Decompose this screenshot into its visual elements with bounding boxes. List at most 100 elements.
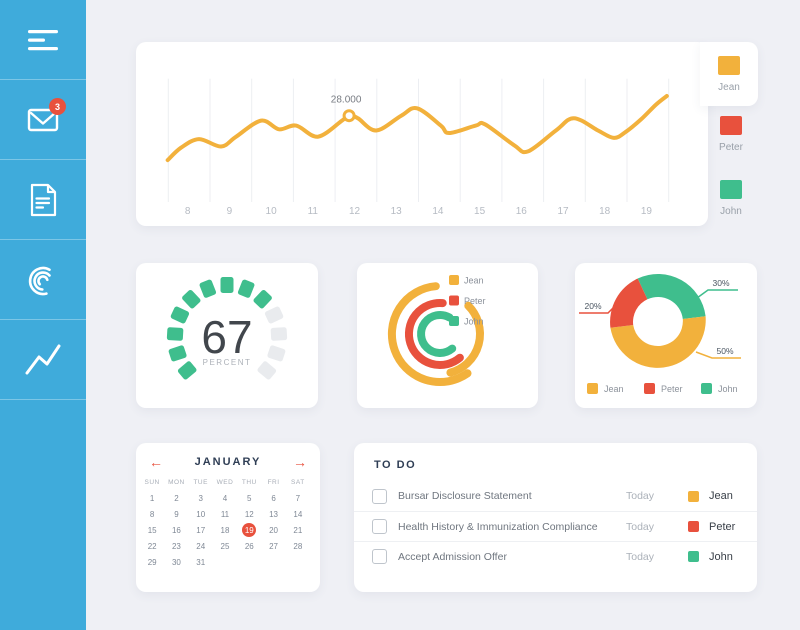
donut-slice-john[interactable] [637, 274, 706, 319]
calendar-day-27[interactable]: 27 [269, 541, 279, 551]
john-swatch [688, 551, 699, 562]
calendar-day-18[interactable]: 18 [220, 525, 230, 535]
legend-label-john: John [720, 206, 742, 217]
calendar-day-30[interactable]: 30 [171, 557, 181, 567]
john-swatch[interactable] [701, 383, 712, 394]
calendar-day-15[interactable]: 15 [147, 525, 157, 535]
jean-swatch [718, 55, 740, 75]
activity-line-chart-card: 8 9 10 11 12 13 14 15 16 17 18 19 28.000 [136, 42, 708, 226]
calendar-day-8[interactable]: 8 [149, 509, 155, 519]
x-tick-label: 19 [641, 206, 653, 217]
document-icon [30, 183, 57, 216]
legend-label-peter: Peter [719, 142, 743, 153]
legend-label-jean: Jean [604, 384, 624, 394]
calendar-day-31[interactable]: 31 [196, 557, 206, 567]
legend-label-jean: Jean [718, 81, 740, 93]
legend-item-peter[interactable]: Peter [704, 116, 758, 153]
line-chart-icon [25, 344, 61, 374]
calendar-day-5[interactable]: 5 [247, 493, 252, 503]
calendar-day-10[interactable]: 10 [196, 509, 206, 519]
arcs-logo-icon [28, 266, 51, 295]
todo-checkbox[interactable] [372, 488, 387, 504]
john-swatch[interactable] [449, 316, 459, 326]
legend-item-jean[interactable]: Jean [700, 42, 758, 106]
legend-label-peter: Peter [661, 384, 683, 394]
x-tick-label: 16 [516, 206, 528, 217]
data-point-marker[interactable] [342, 109, 356, 123]
sidebar-item-analytics[interactable] [0, 320, 86, 400]
radial-arcs-card: Jean Peter John [357, 263, 538, 408]
calendar-card: ← JANUARY → SUN MON TUE WED THU FRI SAT 1 2 3 4 5 6 7… [136, 443, 320, 592]
x-tick-label: 15 [474, 206, 486, 217]
calendar-day-9[interactable]: 9 [174, 509, 179, 519]
slice-percent-label: 20% [584, 301, 601, 311]
calendar-month-title: JANUARY [194, 456, 262, 468]
menu-icon [28, 29, 58, 50]
leader-line [696, 289, 738, 299]
todo-assignee-label: Jean [709, 490, 733, 502]
sidebar-item-reports[interactable] [0, 240, 86, 320]
activity-line-chart: 8 9 10 11 12 13 14 15 16 17 18 19 28.000 [165, 78, 670, 217]
calendar-day-19[interactable]: 19 [237, 522, 261, 538]
calendar-day-21[interactable]: 21 [293, 525, 303, 535]
calendar-day-11[interactable]: 11 [220, 509, 230, 519]
todo-due-label: Today [626, 550, 655, 563]
x-tick-label: 12 [349, 206, 361, 217]
gauge-segment [220, 277, 234, 293]
todo-task-label: Health History & Immunization Compliance [398, 520, 598, 533]
todo-row: Accept Admission Offer Today John [354, 541, 757, 571]
donut-slice-peter[interactable] [610, 278, 648, 328]
share-donut-chart: 30% 50% 20% Jean Peter John [579, 274, 741, 394]
jean-swatch[interactable] [587, 383, 598, 394]
calendar-day-16[interactable]: 16 [171, 525, 181, 535]
calendar-day-4[interactable]: 4 [222, 493, 228, 503]
calendar-day-22[interactable]: 22 [147, 541, 157, 551]
radial-arc-jean [446, 301, 484, 377]
calendar-day-25[interactable]: 25 [220, 541, 230, 551]
todo-row: Bursar Disclosure Statement Today Jean [354, 481, 757, 511]
leader-line [579, 305, 616, 314]
calendar-grid: SUN MON TUE WED THU FRI SAT 1 2 3 4 5 6 7 8 9 10 11 12 13 14… [136, 468, 320, 570]
calendar-day-28[interactable]: 28 [293, 541, 303, 551]
gauge-segment [237, 279, 255, 298]
sidebar-item-menu[interactable] [0, 0, 86, 80]
calendar-day-17[interactable]: 17 [196, 525, 206, 535]
todo-checkbox[interactable] [372, 549, 387, 564]
calendar-day-2[interactable]: 2 [174, 493, 179, 503]
calendar-day-3[interactable]: 3 [198, 493, 203, 503]
calendar-day-20[interactable]: 20 [269, 525, 279, 535]
gauge-segment [170, 306, 190, 324]
legend-label-john: John [464, 317, 484, 327]
calendar-day-13[interactable]: 13 [269, 509, 279, 519]
calendar-day-12[interactable]: 12 [244, 509, 254, 519]
jean-swatch[interactable] [449, 275, 459, 285]
calendar-day-24[interactable]: 24 [196, 541, 206, 551]
x-tick-label: 11 [308, 206, 319, 217]
calendar-day-14[interactable]: 14 [293, 509, 303, 519]
percent-gauge-card: 67 PERCENT [136, 263, 318, 408]
gauge-segment [253, 289, 272, 309]
calendar-day-6[interactable]: 6 [271, 493, 276, 503]
legend-item-john[interactable]: John [704, 180, 758, 217]
calendar-prev-button[interactable]: ← [149, 454, 163, 470]
sidebar-item-documents[interactable] [0, 160, 86, 240]
calendar-day-23[interactable]: 23 [171, 541, 181, 551]
peter-swatch[interactable] [449, 295, 459, 306]
gauge-segment [257, 361, 277, 380]
todo-due-label: Today [626, 520, 655, 533]
todo-checkbox[interactable] [372, 519, 387, 534]
calendar-day-7[interactable]: 7 [295, 493, 301, 503]
donut-slice-jean[interactable] [610, 316, 706, 368]
calendar-day-29[interactable]: 29 [147, 557, 157, 567]
calendar-next-button[interactable]: → [292, 454, 307, 470]
peter-swatch[interactable] [644, 383, 655, 394]
sidebar-item-messages[interactable]: 3 [0, 80, 86, 160]
radial-arcs-chart: Jean Peter John [387, 275, 486, 387]
unread-badge: 3 [49, 98, 66, 115]
calendar-day-26[interactable]: 26 [244, 541, 254, 551]
gauge-unit-label: PERCENT [203, 358, 252, 367]
calendar-day-1[interactable]: 1 [149, 493, 155, 503]
leader-line [695, 351, 741, 359]
